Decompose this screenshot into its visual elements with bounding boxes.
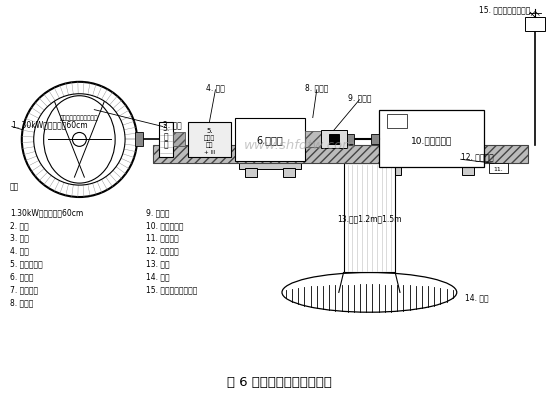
Circle shape [34,95,125,186]
Bar [305,132,321,148]
Text: 增速齿: 增速齿 [204,135,215,141]
Text: 3. 轴承: 3. 轴承 [10,233,29,242]
Text: 轴: 轴 [163,132,168,141]
Bar [135,133,143,147]
Text: 6. 原动机: 6. 原动机 [10,272,34,281]
Bar [489,164,508,174]
Text: 内带二个变桨对向感电机: 内带二个变桨对向感电机 [60,115,98,121]
Bar [329,135,339,145]
Text: 2. 桨叶: 2. 桨叶 [10,220,29,229]
Ellipse shape [44,97,115,184]
Bar [387,114,407,128]
Text: 12. 偏航齿轮: 12. 偏航齿轮 [461,152,494,161]
Bar [321,131,347,149]
Text: 5.: 5. [206,128,213,134]
Circle shape [22,83,137,198]
Text: 12. 偏航齿轮: 12. 偏航齿轮 [146,246,179,255]
Bar [347,135,354,145]
Bar [173,133,184,147]
Bar [235,118,305,162]
Bar [283,169,295,178]
Text: 图 6 风力发电实验系统构成: 图 6 风力发电实验系统构成 [226,375,331,388]
Ellipse shape [282,273,457,312]
Bar [188,122,231,158]
Text: 2. 桨叶: 2. 桨叶 [163,120,182,129]
Text: 4. 滑环: 4. 滑环 [10,246,29,255]
Text: 15. 风力，风向测试仪: 15. 风力，风向测试仪 [146,285,197,294]
Text: 9. 联轴节: 9. 联轴节 [146,207,169,217]
Text: 轮箱: 轮箱 [206,142,213,148]
Bar [525,18,545,32]
Text: 6.原动机: 6.原动机 [257,135,283,145]
Text: 15. 风力、风向测试仪: 15. 风力、风向测试仪 [479,6,530,15]
Bar [344,164,395,273]
Text: 3.: 3. [162,124,169,133]
Bar [380,110,484,168]
Text: 7. 刹车系统: 7. 刹车系统 [10,285,38,294]
Text: 1. 30kW轮毂，直径60cm: 1. 30kW轮毂，直径60cm [12,120,88,129]
Bar [245,169,257,178]
Text: 14. 基座: 14. 基座 [146,272,169,281]
Text: www.shfdtw.com: www.shfdtw.com [244,138,356,152]
Text: 1.30kW轮毂，直径60cm: 1.30kW轮毂，直径60cm [10,207,83,217]
Text: 8. 高速轴: 8. 高速轴 [10,298,33,306]
Text: 注：: 注： [10,182,19,190]
Text: 10. 双馈发电机: 10. 双馈发电机 [146,220,183,229]
Circle shape [73,133,86,147]
Bar [153,146,528,164]
Text: 10.双馈发电机: 10.双馈发电机 [411,136,452,145]
Text: 4. 滑环: 4. 滑环 [206,83,225,92]
Text: 9. 联轴节: 9. 联轴节 [348,93,371,102]
Text: 承: 承 [163,140,168,148]
Bar [389,168,401,176]
Text: 11.: 11. [494,166,503,171]
Bar [239,162,301,170]
Text: 11. 偏航电机: 11. 偏航电机 [146,233,179,242]
Bar [371,135,380,145]
Text: 13.塔杆1.2m－1.5m: 13.塔杆1.2m－1.5m [337,214,401,223]
Text: 14. 基座: 14. 基座 [465,293,489,302]
Text: 5. 增速齿轮箱: 5. 增速齿轮箱 [10,259,42,268]
Text: 8. 高速轴: 8. 高速轴 [305,83,329,92]
Text: + III: + III [204,150,215,154]
Text: 13. 塔杆: 13. 塔杆 [146,259,169,268]
Bar [159,122,173,158]
Bar [462,168,473,176]
